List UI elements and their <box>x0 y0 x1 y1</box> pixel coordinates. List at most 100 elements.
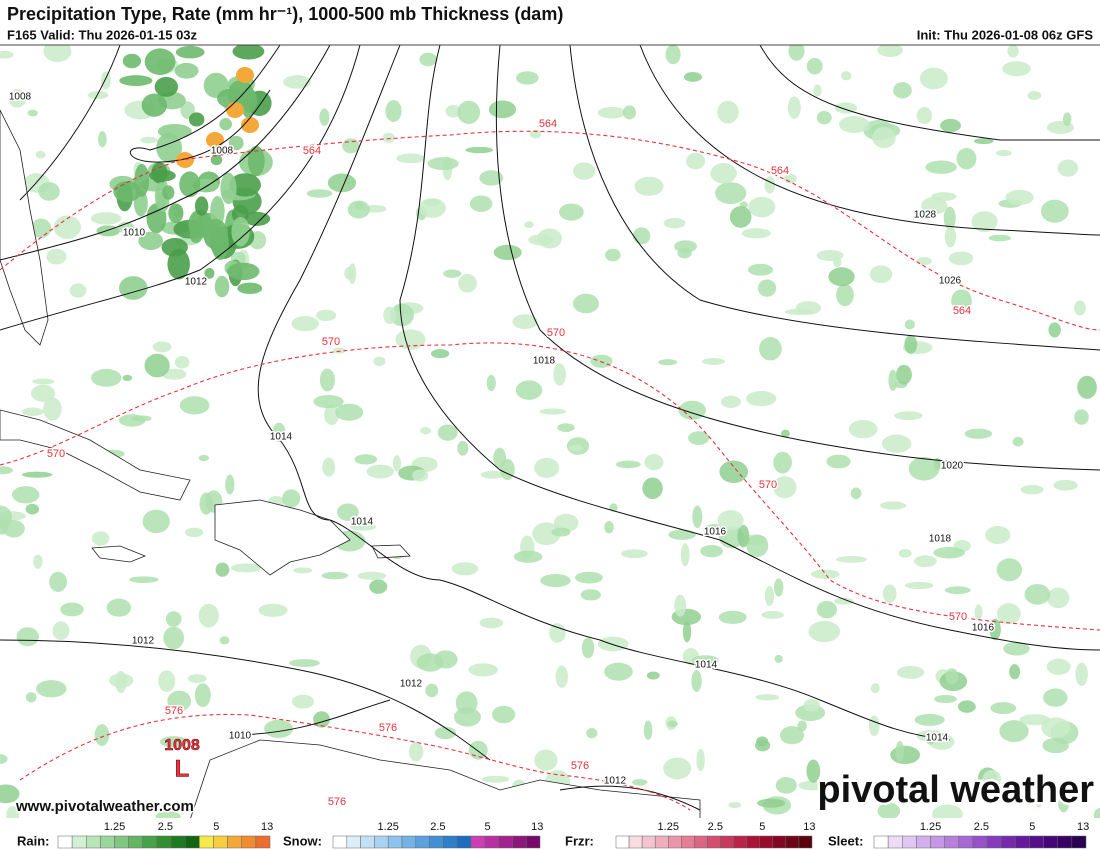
precip-cell <box>999 720 1029 743</box>
legend-swatch <box>785 835 800 849</box>
isobars <box>0 44 1100 811</box>
precip-cell <box>219 118 233 131</box>
precip-cell <box>677 247 692 259</box>
precip-cell <box>985 525 1011 545</box>
precip-cell <box>816 249 844 261</box>
precip-cell <box>816 111 832 125</box>
precip-cell <box>1058 795 1069 813</box>
precip-cell <box>779 726 805 745</box>
precip-cell <box>247 145 265 177</box>
precip-cell <box>418 198 446 218</box>
thickness-label: 570 <box>322 336 340 348</box>
precip-cell <box>604 662 633 681</box>
precip-cell <box>754 739 771 752</box>
legend-swatch <box>641 835 656 849</box>
legend-tick: 5 <box>484 821 490 833</box>
precip-cell <box>206 132 224 148</box>
precip-cell <box>834 102 858 114</box>
thickness-label: 564 <box>539 118 557 130</box>
precip-cell <box>642 477 663 500</box>
florida <box>0 109 49 346</box>
precip-cell <box>973 138 994 145</box>
precip-cell <box>894 411 923 421</box>
precip-cell <box>838 116 870 134</box>
precip-cell <box>914 555 937 568</box>
precip-cell <box>122 53 142 69</box>
precip-cell <box>869 265 893 284</box>
legend-swatch <box>525 835 541 849</box>
watermark-brand: pivotal weather <box>817 769 1094 811</box>
legend-swatch <box>100 835 115 849</box>
precip-cell <box>357 571 387 580</box>
legend-swatch <box>128 835 144 849</box>
precip-cell <box>322 457 336 477</box>
precip-cell <box>834 597 854 605</box>
precip-cell <box>524 221 534 229</box>
isobar-label: 1018 <box>533 356 556 367</box>
precip-cell <box>658 359 678 366</box>
precip-cell <box>291 316 319 332</box>
precip-cell <box>1077 375 1097 399</box>
precip-cell <box>148 169 176 182</box>
precip-cell <box>321 571 349 580</box>
precip-cell <box>553 513 579 533</box>
precip-cell <box>457 100 481 125</box>
precip-cell <box>306 189 333 198</box>
precip-cell <box>315 309 337 322</box>
precip-cell <box>1048 322 1061 338</box>
precip-cell <box>989 618 1001 641</box>
precip-cell <box>668 529 696 540</box>
precip-cell <box>174 62 199 79</box>
precip-cell <box>881 434 912 453</box>
precip-field <box>0 40 1100 825</box>
legend-tick: 2.5 <box>430 821 445 833</box>
precip-cell <box>880 501 907 510</box>
precip-cell <box>904 319 915 330</box>
legend-swatch <box>628 835 643 849</box>
precip-cell <box>479 617 504 629</box>
precip-cell <box>91 368 122 387</box>
precip-cell <box>1009 664 1021 680</box>
precip-cell <box>416 653 444 672</box>
low-pressure: 1008 <box>164 737 200 754</box>
legend-swatch <box>772 835 787 849</box>
precip-cell <box>806 759 821 783</box>
isobar-label: 1016 <box>972 623 995 634</box>
precip-cell <box>1057 159 1079 177</box>
legend-swatch <box>1029 835 1044 849</box>
precip-cell <box>480 470 505 479</box>
precip-cell <box>581 637 595 659</box>
precip-cell <box>35 150 46 159</box>
precip-cell <box>167 690 192 712</box>
precip-cell <box>198 603 219 628</box>
precip-cell <box>921 196 948 215</box>
precip-cell <box>1046 658 1071 675</box>
legend-swatch <box>114 835 129 849</box>
precip-cell <box>1043 688 1068 707</box>
precip-cell <box>615 460 641 469</box>
isobar-label: 1008 <box>9 92 32 103</box>
precip-cell <box>427 157 459 171</box>
precip-cell <box>848 419 878 439</box>
precip-cell <box>258 603 288 617</box>
legend: Rain: 1.25 2.5 5 13 Snow: 1.25 2.5 5 13 Frzr: 1.25 2… <box>17 821 1089 849</box>
precip-cell <box>944 226 957 248</box>
precip-cell <box>621 549 648 559</box>
precip-cell <box>934 694 957 704</box>
precip-cell <box>944 586 971 595</box>
precip-cell <box>412 469 429 482</box>
precip-cell <box>717 510 744 531</box>
precip-cell <box>597 636 629 652</box>
thickness-lines <box>0 130 1100 811</box>
watermark-url: www.pivotalweather.com <box>15 798 194 815</box>
precip-cell <box>663 217 686 229</box>
legend-name: Sleet: <box>828 833 863 848</box>
precip-cell <box>940 118 961 133</box>
legend-swatch <box>227 835 242 849</box>
thickness-label: 570 <box>949 611 967 623</box>
precip-cell <box>893 82 912 99</box>
precip-cell <box>634 176 664 196</box>
precip-cell <box>220 172 237 205</box>
precip-cell <box>957 700 976 713</box>
title: Precipitation Type, Rate (mm hr⁻¹), 1000… <box>7 4 563 24</box>
